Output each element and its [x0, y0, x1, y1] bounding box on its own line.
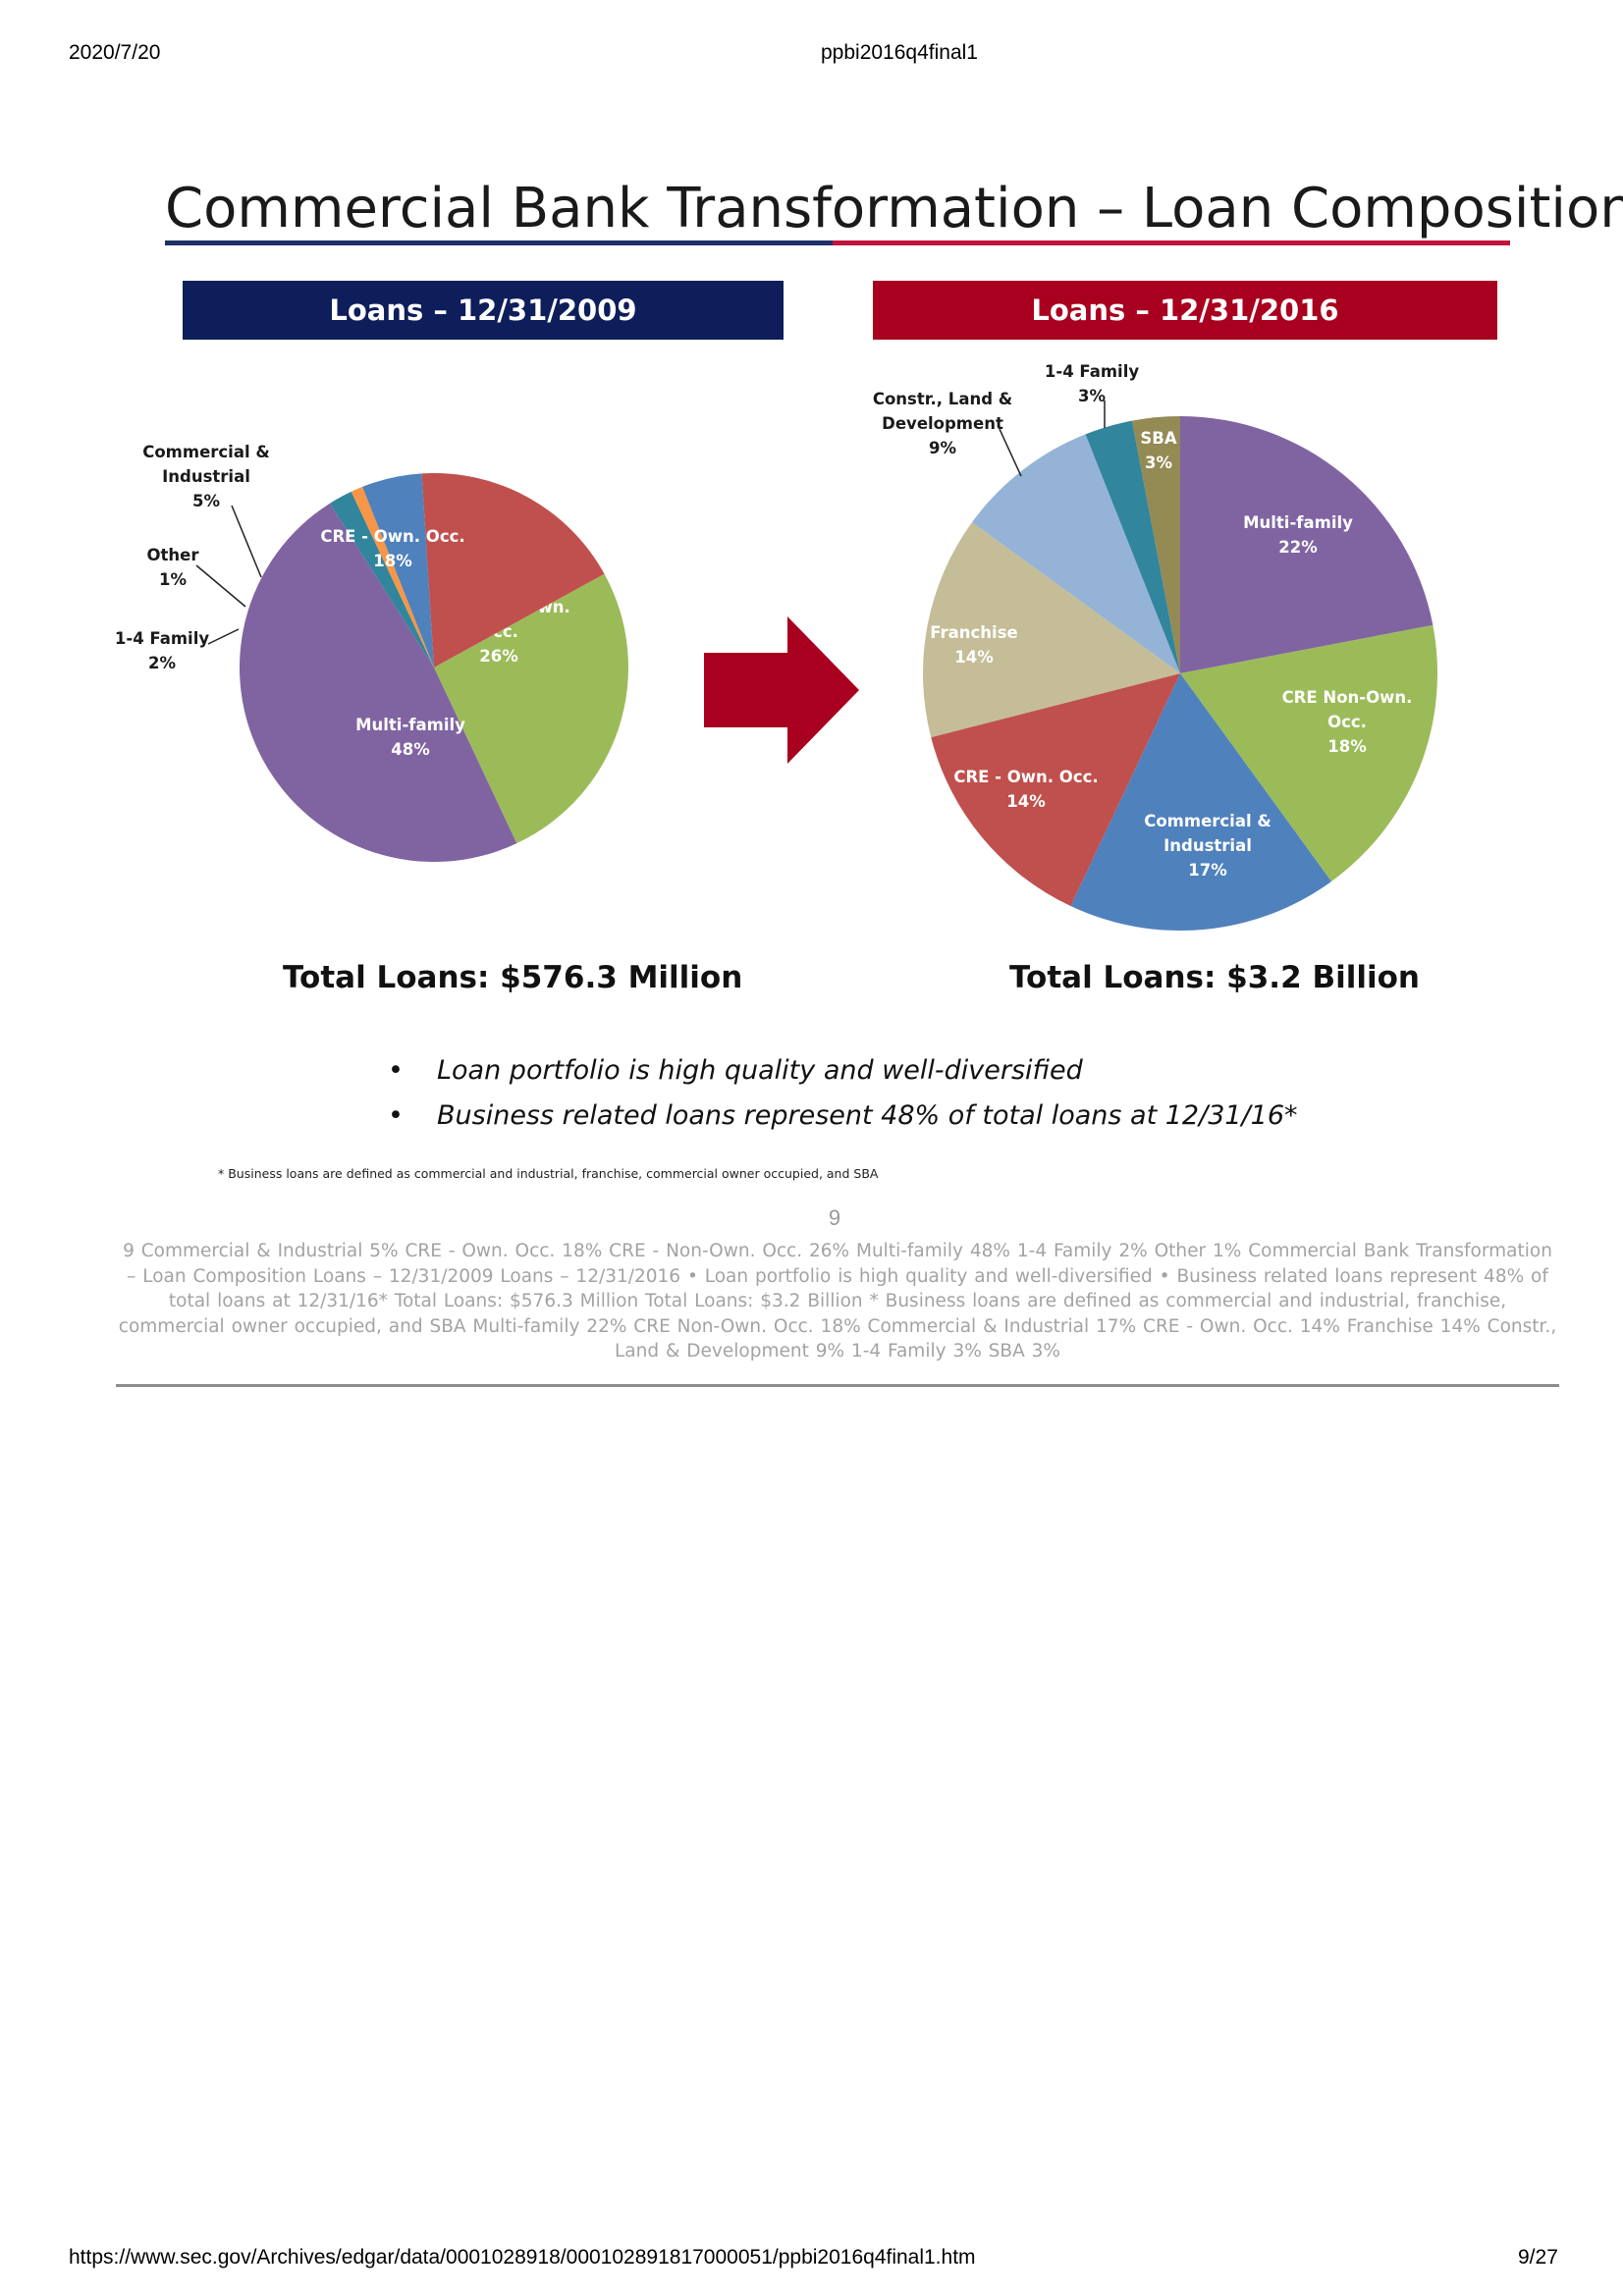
print-date: 2020/7/20 [69, 41, 161, 64]
banner-2016: Loans – 12/31/2016 [873, 281, 1497, 340]
bullet-glyph: • [388, 1055, 404, 1086]
bullet-text: Loan portfolio is high quality and well-… [437, 1055, 1083, 1086]
leader-line [195, 564, 246, 608]
pie-slice [1131, 416, 1180, 673]
footnote: * Business loans are defined as commerci… [218, 1166, 879, 1181]
slice-label: Multi-family 22% [1243, 513, 1353, 557]
title-underline-blue [165, 240, 833, 245]
slice-label: Constr., Land & Development 9% [873, 390, 1012, 457]
pie-slice [329, 491, 434, 667]
slice-label: CRE Non-Own. Occ. 18% [1282, 688, 1413, 756]
slice-label: CRE - Own. Occ. 14% [953, 768, 1098, 811]
pie-slice [239, 503, 517, 863]
bullet-item: • Business related loans represent 48% of… [388, 1100, 1298, 1131]
pie-slice [972, 434, 1180, 673]
print-url: https://www.sec.gov/Archives/edgar/data/… [69, 2246, 976, 2269]
leader-line [207, 628, 240, 645]
leader-line [999, 428, 1022, 477]
bullet-glyph: • [388, 1100, 404, 1131]
slice-label: Franchise 14% [930, 623, 1017, 667]
bullet-item: • Loan portfolio is high quality and well… [388, 1055, 1083, 1086]
pie-slice [421, 472, 605, 667]
total-loans-2009: Total Loans: $576.3 Million [283, 960, 743, 995]
bottom-divider [116, 1384, 1559, 1387]
slice-label: 1-4 Family 2% [115, 629, 209, 672]
pie-slice [351, 486, 434, 667]
slide-title: Commercial Bank Transformation – Loan Co… [165, 177, 1623, 240]
slice-label: Commercial & Industrial 17% [1144, 812, 1271, 880]
print-doc-title: ppbi2016q4final1 [821, 41, 978, 64]
pie-slice [931, 673, 1180, 907]
pie-slice [434, 573, 629, 844]
pie-slice [1070, 673, 1331, 931]
slide-number: 9 [828, 1205, 841, 1230]
banner-2009: Loans – 12/31/2009 [183, 281, 784, 340]
title-underline-red [833, 240, 1510, 245]
print-page-number: 9/27 [1518, 2246, 1558, 2269]
slice-label: Other 1% [147, 546, 200, 589]
pie-slice [1085, 420, 1180, 673]
slice-label: Commercial & Industrial 5% [142, 443, 270, 510]
pie-slice [362, 473, 434, 667]
total-loans-2016: Total Loans: $3.2 Billion [1009, 960, 1420, 995]
pie-slice [922, 522, 1180, 738]
pie-slice [1180, 416, 1434, 673]
slice-label: Multi-family 48% [355, 716, 465, 759]
pie-slice [1180, 624, 1437, 881]
transition-arrow-icon [704, 616, 859, 764]
bullet-text: Business related loans represent 48% of … [437, 1100, 1298, 1131]
slice-label: 1-4 Family 3% [1045, 362, 1139, 405]
leader-line [231, 505, 262, 578]
slice-label: CRE - Own. Occ. 18% [320, 527, 464, 570]
slice-label: SBA 3% [1140, 429, 1176, 472]
pie-charts: CRE - Non-Own.Occ.26%Multi-family48%1-4 … [115, 362, 1437, 931]
extracted-text-layer: 9 Commercial & Industrial 5% CRE - Own. … [118, 1241, 1557, 1362]
